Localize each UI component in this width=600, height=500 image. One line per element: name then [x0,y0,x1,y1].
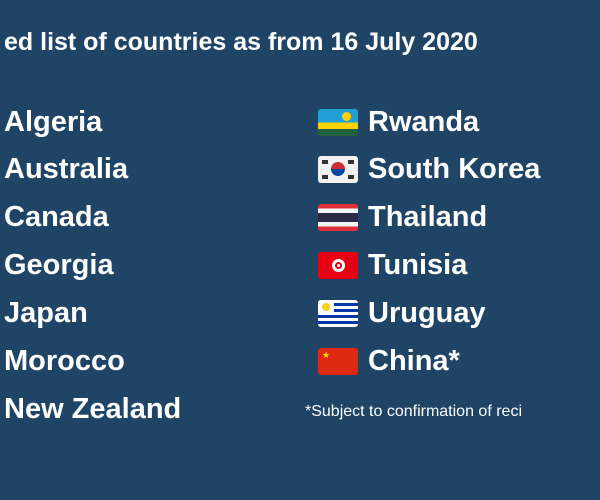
country-name: Tunisia [368,248,468,281]
country-morocco: Morocco [4,345,125,377]
china-flag-icon: ★ [318,347,358,375]
country-name: Uruguay [368,296,486,329]
country-canada: Canada [4,201,109,233]
country-uruguay: Uruguay [318,295,486,331]
tunisia-flag-icon [318,251,358,279]
uruguay-flag-icon [318,299,358,327]
country-name: China* [368,344,460,377]
country-name: Rwanda [368,105,480,138]
country-algeria: Algeria [4,106,103,138]
country-name: Thailand [368,200,488,233]
country-japan: Japan [4,297,88,329]
country-south-korea: South Korea [318,151,540,187]
country-thailand: Thailand [318,199,487,235]
country-tunisia: Tunisia [318,247,467,283]
country-china: ★ China* [318,343,460,379]
country-rwanda: Rwanda [318,104,479,140]
country-australia: Australia [4,153,129,185]
south-korea-flag-icon [318,155,358,183]
country-new-zealand: New Zealand [4,393,182,425]
footnote: *Subject to confirmation of reci [305,403,522,420]
country-georgia: Georgia [4,249,114,281]
page-title: ed list of countries as from 16 July 202… [4,28,478,56]
rwanda-flag-icon [318,108,358,136]
thailand-flag-icon [318,203,358,231]
country-name: South Korea [368,152,541,185]
